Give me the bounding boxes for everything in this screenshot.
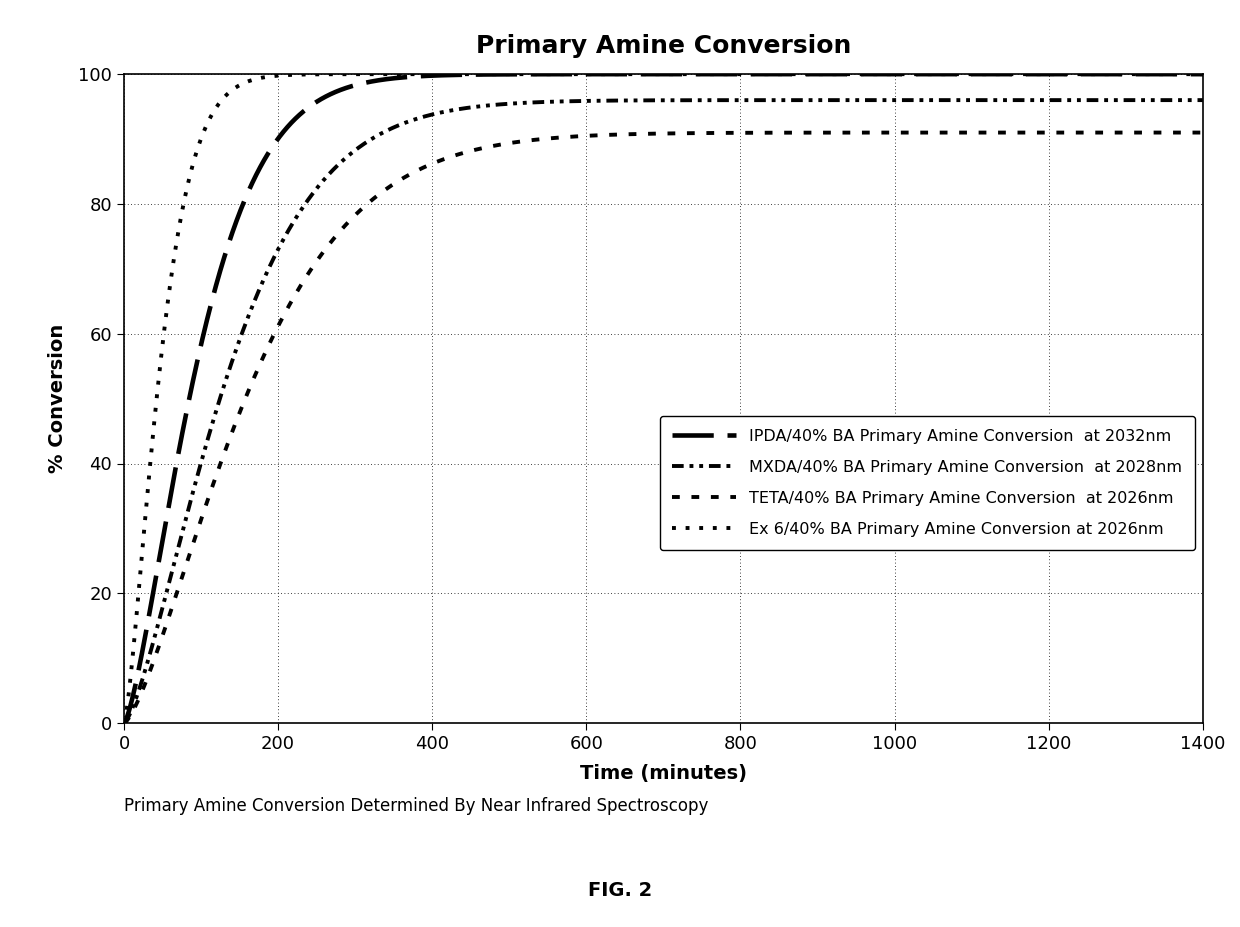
Ex 6/40% BA Primary Amine Conversion at 2026nm (1195, 69, 1210, 80)
Ex 6/40% BA Primary Amine Conversion at 2026nm (921, 69, 936, 80)
MXDA/40% BA Primary Amine Conversion  at 2028nm (921, 95, 936, 106)
MXDA/40% BA Primary Amine Conversion  at 2028nm (1195, 95, 1210, 106)
Line: MXDA/40% BA Primary Amine Conversion  at 2028nm: MXDA/40% BA Primary Amine Conversion at … (124, 100, 1203, 723)
Line: IPDA/40% BA Primary Amine Conversion  at 2032nm: IPDA/40% BA Primary Amine Conversion at … (124, 74, 1203, 723)
Y-axis label: % Conversion: % Conversion (48, 324, 67, 474)
IPDA/40% BA Primary Amine Conversion  at 2032nm (1195, 69, 1210, 80)
TETA/40% BA Primary Amine Conversion  at 2026nm (312, 251, 327, 262)
IPDA/40% BA Primary Amine Conversion  at 2032nm (764, 69, 779, 80)
IPDA/40% BA Primary Amine Conversion  at 2032nm (921, 69, 936, 80)
IPDA/40% BA Primary Amine Conversion  at 2032nm (1192, 69, 1207, 80)
Line: Ex 6/40% BA Primary Amine Conversion at 2026nm: Ex 6/40% BA Primary Amine Conversion at … (124, 74, 1203, 723)
TETA/40% BA Primary Amine Conversion  at 2026nm (764, 127, 779, 138)
TETA/40% BA Primary Amine Conversion  at 2026nm (818, 127, 833, 138)
Text: Primary Amine Conversion Determined By Near Infrared Spectroscopy: Primary Amine Conversion Determined By N… (124, 797, 708, 815)
MXDA/40% BA Primary Amine Conversion  at 2028nm (764, 95, 779, 106)
Ex 6/40% BA Primary Amine Conversion at 2026nm (764, 69, 779, 80)
Line: TETA/40% BA Primary Amine Conversion  at 2026nm: TETA/40% BA Primary Amine Conversion at … (124, 133, 1203, 723)
Text: FIG. 2: FIG. 2 (588, 881, 652, 899)
MXDA/40% BA Primary Amine Conversion  at 2028nm (1003, 95, 1018, 106)
IPDA/40% BA Primary Amine Conversion  at 2032nm (1003, 69, 1018, 80)
MXDA/40% BA Primary Amine Conversion  at 2028nm (528, 96, 543, 108)
TETA/40% BA Primary Amine Conversion  at 2026nm (1195, 127, 1210, 138)
Ex 6/40% BA Primary Amine Conversion at 2026nm (117, 717, 131, 729)
Ex 6/40% BA Primary Amine Conversion at 2026nm (528, 69, 543, 80)
TETA/40% BA Primary Amine Conversion  at 2026nm (117, 717, 131, 729)
IPDA/40% BA Primary Amine Conversion  at 2032nm (818, 69, 833, 80)
IPDA/40% BA Primary Amine Conversion  at 2032nm (312, 95, 327, 106)
TETA/40% BA Primary Amine Conversion  at 2026nm (528, 134, 543, 146)
Ex 6/40% BA Primary Amine Conversion at 2026nm (818, 69, 833, 80)
IPDA/40% BA Primary Amine Conversion  at 2032nm (117, 717, 131, 729)
Ex 6/40% BA Primary Amine Conversion at 2026nm (681, 69, 696, 80)
TETA/40% BA Primary Amine Conversion  at 2026nm (921, 127, 936, 138)
MXDA/40% BA Primary Amine Conversion  at 2028nm (117, 717, 131, 729)
Legend: IPDA/40% BA Primary Amine Conversion  at 2032nm, MXDA/40% BA Primary Amine Conve: IPDA/40% BA Primary Amine Conversion at … (660, 416, 1195, 550)
MXDA/40% BA Primary Amine Conversion  at 2028nm (818, 95, 833, 106)
Ex 6/40% BA Primary Amine Conversion at 2026nm (312, 69, 327, 80)
X-axis label: Time (minutes): Time (minutes) (580, 764, 746, 783)
TETA/40% BA Primary Amine Conversion  at 2026nm (1003, 127, 1018, 138)
MXDA/40% BA Primary Amine Conversion  at 2028nm (312, 179, 327, 190)
Title: Primary Amine Conversion: Primary Amine Conversion (476, 34, 851, 58)
IPDA/40% BA Primary Amine Conversion  at 2032nm (528, 69, 543, 80)
Ex 6/40% BA Primary Amine Conversion at 2026nm (1003, 69, 1018, 80)
